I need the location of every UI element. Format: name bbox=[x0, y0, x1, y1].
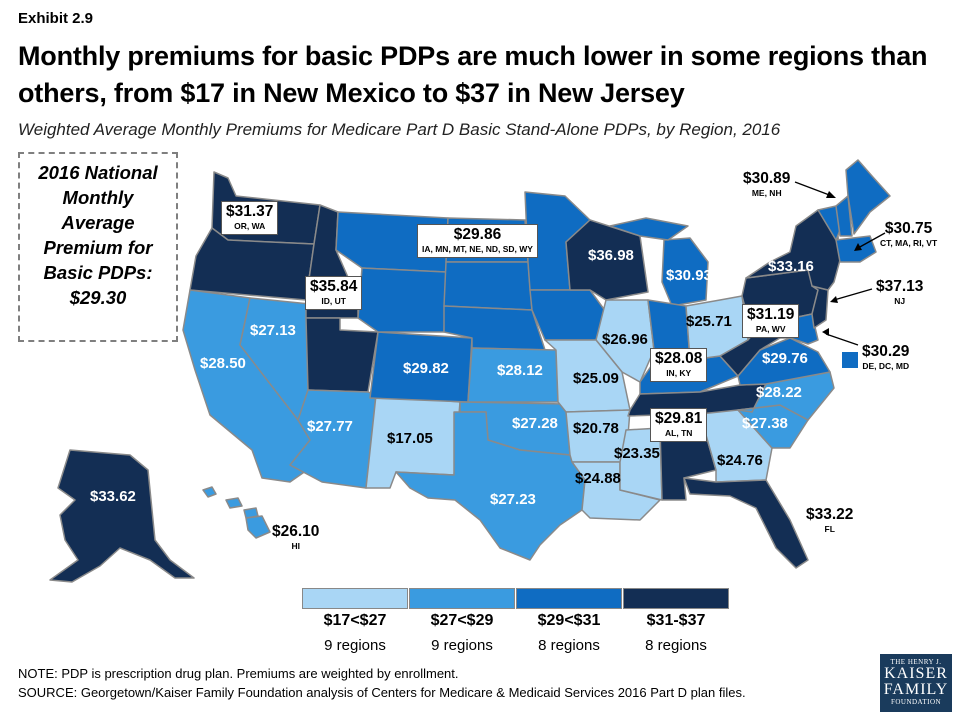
logo-line2: KAISER bbox=[884, 665, 948, 682]
state-ut[interactable] bbox=[305, 317, 379, 393]
label-ms: $23.35 bbox=[614, 445, 660, 462]
label-nc: $28.22 bbox=[756, 384, 802, 401]
chart-title: Monthly premiums for basic PDPs are much… bbox=[18, 41, 928, 108]
state-fl[interactable] bbox=[683, 477, 809, 569]
logo-line4: FOUNDATION bbox=[890, 698, 942, 706]
legend-range-3: $29<$31 bbox=[537, 612, 601, 629]
label-mo: $25.09 bbox=[573, 370, 619, 387]
state-mi-up[interactable] bbox=[609, 217, 689, 241]
exhibit-label: Exhibit 2.9 bbox=[18, 10, 94, 27]
label-nm: $17.05 bbox=[387, 430, 433, 447]
national-average-box: 2016 National Monthly Average Premium fo… bbox=[18, 152, 178, 342]
national-line4: Premium for bbox=[43, 237, 153, 258]
state-ak[interactable] bbox=[49, 449, 195, 583]
label-hi: $26.10 HI bbox=[272, 523, 320, 551]
label-nj: $37.13 NJ bbox=[876, 278, 924, 306]
label-tx: $27.23 bbox=[490, 491, 536, 508]
logo-line3: FAMILY bbox=[883, 681, 949, 698]
label-ga: $24.76 bbox=[717, 452, 763, 469]
label-fl: $33.22 FL bbox=[806, 506, 854, 534]
label-mi: $30.93 bbox=[666, 267, 712, 284]
state-hi[interactable] bbox=[202, 486, 271, 539]
legend-count-1: 9 regions bbox=[324, 637, 386, 654]
chart-subtitle: Weighted Average Monthly Premiums for Me… bbox=[18, 120, 781, 139]
label-ak: $33.62 bbox=[90, 488, 136, 505]
state-nh[interactable] bbox=[835, 195, 853, 237]
state-ia[interactable] bbox=[529, 289, 607, 341]
label-va: $29.76 bbox=[762, 350, 808, 367]
legend-swatch-4 bbox=[623, 588, 729, 609]
national-line2: Monthly bbox=[62, 187, 134, 208]
label-me-nh: $30.89 ME, NH bbox=[743, 170, 791, 198]
label-co: $29.82 bbox=[403, 360, 449, 377]
label-ok: $27.28 bbox=[512, 415, 558, 432]
label-ar: $20.78 bbox=[573, 420, 619, 437]
national-value: $29.30 bbox=[69, 287, 127, 308]
state-me[interactable] bbox=[845, 159, 891, 235]
label-al-tn: $29.81 AL, TN bbox=[650, 408, 708, 442]
legend-count-4: 8 regions bbox=[645, 637, 707, 654]
label-az: $27.77 bbox=[307, 418, 353, 435]
label-sc: $27.38 bbox=[742, 415, 788, 432]
national-line3: Average bbox=[61, 212, 135, 233]
legend-range-1: $17<$27 bbox=[323, 612, 387, 629]
label-pa-wv: $31.19 PA, WV bbox=[742, 304, 800, 338]
label-or-wa: $31.37 OR, WA bbox=[221, 201, 279, 235]
label-il: $26.96 bbox=[602, 331, 648, 348]
label-north-central: $29.86 IA, MN, MT, NE, ND, SD, WY bbox=[417, 224, 538, 258]
label-in-ky: $28.08 IN, KY bbox=[650, 348, 708, 382]
source-note: SOURCE: Georgetown/Kaiser Family Foundat… bbox=[18, 685, 746, 700]
state-wi[interactable] bbox=[565, 219, 649, 301]
label-ny: $33.16 bbox=[768, 258, 814, 275]
label-ca: $28.50 bbox=[200, 355, 246, 372]
legend-count-2: 9 regions bbox=[431, 637, 493, 654]
label-wi: $36.98 bbox=[588, 247, 634, 264]
kff-logo: THE HENRY J. KAISER FAMILY FOUNDATION bbox=[880, 654, 952, 712]
state-mi[interactable] bbox=[661, 237, 709, 307]
state-wy[interactable] bbox=[357, 267, 447, 333]
label-id-ut: $35.84 ID, UT bbox=[305, 276, 363, 310]
national-line1: 2016 National bbox=[38, 162, 158, 183]
label-de-dc-md: $30.29 DE, DC, MD bbox=[862, 343, 910, 371]
state-sd[interactable] bbox=[443, 261, 533, 311]
label-nv: $27.13 bbox=[250, 322, 296, 339]
footnote: NOTE: PDP is prescription drug plan. Pre… bbox=[18, 666, 459, 681]
state-tx[interactable] bbox=[395, 411, 586, 561]
legend-swatch-2 bbox=[409, 588, 515, 609]
legend-range-4: $31-$37 bbox=[646, 612, 706, 629]
logo-line1: THE HENRY J. bbox=[890, 658, 942, 666]
label-la: $24.88 bbox=[575, 470, 621, 487]
legend-swatch-1 bbox=[302, 588, 408, 609]
legend-swatch-3 bbox=[516, 588, 622, 609]
national-line5: Basic PDPs: bbox=[43, 262, 153, 283]
label-new-england: $30.75 CT, MA, RI, VT bbox=[880, 220, 938, 248]
legend-count-3: 8 regions bbox=[538, 637, 600, 654]
de-dc-md-swatch bbox=[842, 352, 858, 368]
label-oh: $25.71 bbox=[686, 313, 732, 330]
legend-range-2: $27<$29 bbox=[430, 612, 494, 629]
label-ks: $28.12 bbox=[497, 362, 543, 379]
